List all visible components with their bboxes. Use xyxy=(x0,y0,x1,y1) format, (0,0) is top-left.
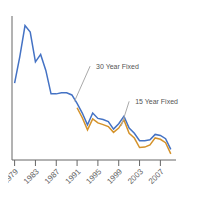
svg-text:1979: 1979 xyxy=(8,167,20,186)
svg-text:1995: 1995 xyxy=(84,167,103,186)
svg-text:1987: 1987 xyxy=(43,167,62,186)
svg-text:1991: 1991 xyxy=(64,167,83,186)
svg-text:2007: 2007 xyxy=(147,167,166,186)
svg-text:15 Year Fixed: 15 Year Fixed xyxy=(135,98,178,105)
svg-text:1999: 1999 xyxy=(105,167,124,186)
svg-text:2003: 2003 xyxy=(126,167,145,186)
svg-text:1983: 1983 xyxy=(22,167,41,186)
svg-text:30 Year Fixed: 30 Year Fixed xyxy=(96,63,139,70)
